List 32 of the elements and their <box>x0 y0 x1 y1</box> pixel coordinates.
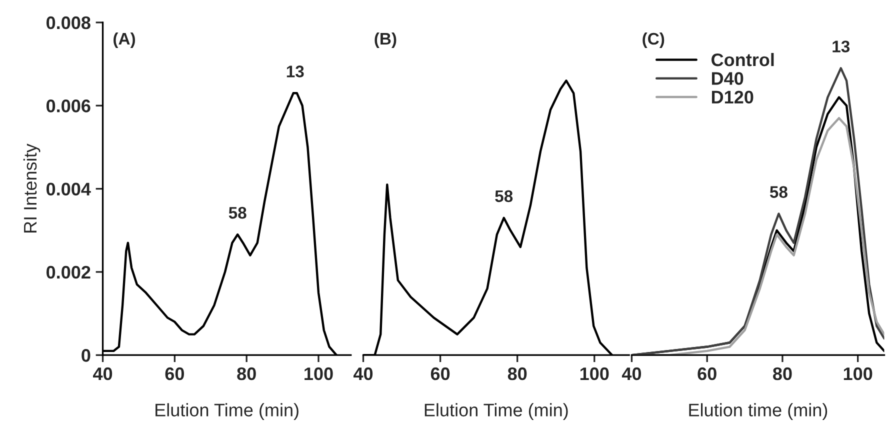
x-tick-label: 60 <box>165 367 184 380</box>
y-tick-label: 0.004 <box>46 182 91 196</box>
legend-label: D120 <box>712 90 754 104</box>
x-tick-label: 40 <box>93 367 112 380</box>
x-tick-label: 80 <box>237 367 256 380</box>
y-axis-title: RI Intensity <box>23 144 40 232</box>
x-tick-label: 80 <box>508 367 527 380</box>
legend-label: Control <box>712 52 774 66</box>
x-tick-label: 40 <box>353 367 373 380</box>
annotation: (B) <box>374 32 396 48</box>
annotation: 13 <box>832 40 850 52</box>
y-tick-label: 0.008 <box>46 16 90 30</box>
y-tick-label: 0 <box>82 349 90 362</box>
y-tick-label: 0.002 <box>46 266 90 279</box>
annotation: (C) <box>642 32 664 48</box>
legend-label: D40 <box>712 72 744 85</box>
annotation: 58 <box>495 190 513 202</box>
x-tick-label: 100 <box>304 367 333 380</box>
annotation: 58 <box>770 186 788 198</box>
annotation: 13 <box>286 66 304 78</box>
x-tick-label: 100 <box>844 367 872 380</box>
y-tick-label: 0.006 <box>46 100 90 112</box>
x-axis-title: Elution Time (min) <box>156 403 298 420</box>
annotation: (A) <box>114 32 136 48</box>
x-axis-title: Elution time (min) <box>689 403 828 420</box>
x-tick-label: 80 <box>773 367 792 380</box>
x-tick-label: 40 <box>622 367 642 380</box>
x-tick-label: 60 <box>430 367 450 380</box>
x-axis-title: Elution Time (min) <box>424 403 568 420</box>
x-tick-label: 100 <box>580 367 609 380</box>
x-tick-label: 60 <box>698 367 716 380</box>
annotation: 58 <box>228 206 246 219</box>
